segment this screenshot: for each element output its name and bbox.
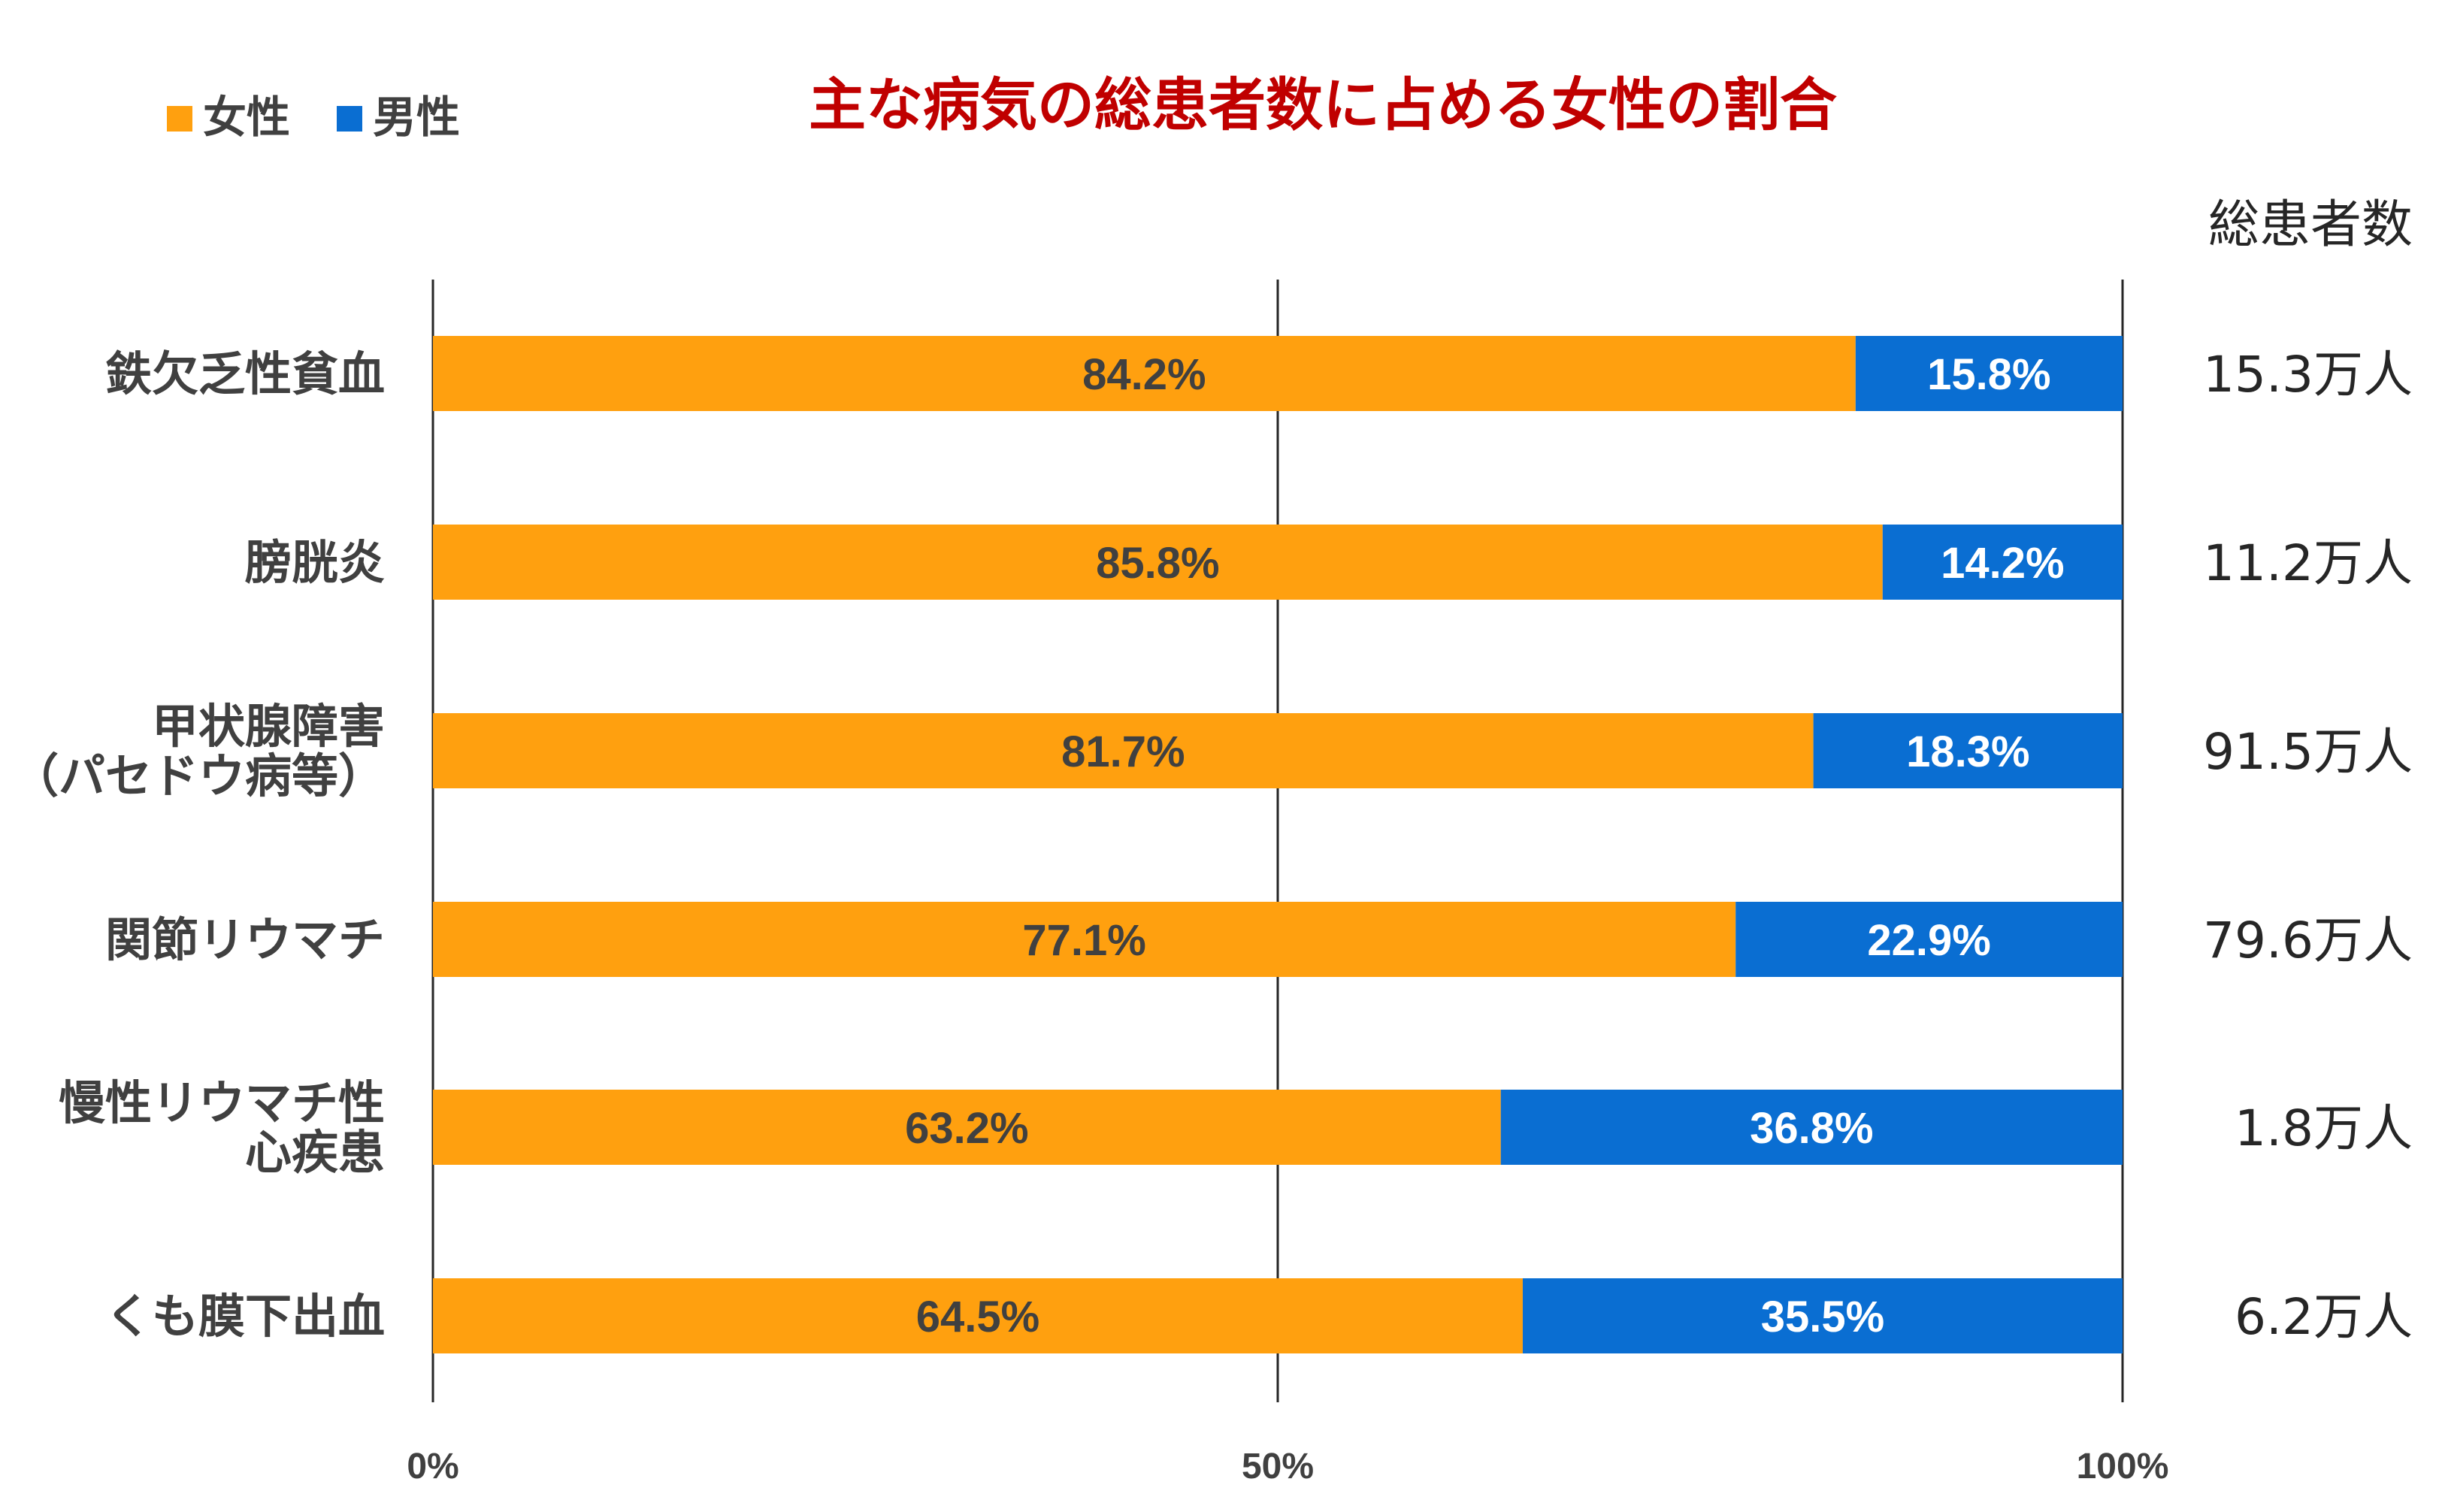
x-tick-label-1: 50% xyxy=(1242,1447,1314,1486)
data-label-male-4: 36.8% xyxy=(1750,1104,1873,1153)
x-tick-label-0: 0% xyxy=(407,1447,458,1486)
bar-female-1 xyxy=(433,525,1883,600)
category-label-3: 関節リウマチ xyxy=(105,912,385,967)
x-tick-label-2: 100% xyxy=(2077,1447,2169,1486)
total-label-2: 91.5万人 xyxy=(2203,723,2413,781)
bar-female-3 xyxy=(433,902,1736,977)
data-label-female-5: 64.5% xyxy=(916,1293,1039,1341)
bar-male-4 xyxy=(1500,1090,2123,1165)
bar-female-5 xyxy=(433,1278,1523,1353)
category-label-1: 膀胱炎 xyxy=(245,535,385,590)
gridlines xyxy=(431,280,2124,1402)
category-label-5: くも膜下出血 xyxy=(105,1289,385,1344)
bars: 84.2% 15.8% 85.8% 14.2% 81.7% 18.3% 77.1% 22.9%… xyxy=(433,336,2123,1353)
legend-swatch-female xyxy=(167,106,192,132)
data-label-female-4: 63.2% xyxy=(905,1104,1028,1153)
total-label-5: 6.2万人 xyxy=(2235,1288,2413,1346)
bar-male-5 xyxy=(1522,1278,2123,1353)
bar-male-2 xyxy=(1813,713,2123,788)
data-label-female-3: 77.1% xyxy=(1022,916,1145,965)
legend-label-male: 男性 xyxy=(373,92,460,143)
legend: 女性 男性 xyxy=(167,92,460,143)
total-label-0: 15.3万人 xyxy=(2203,346,2413,404)
total-label-1: 11.2万人 xyxy=(2203,534,2413,592)
data-label-female-2: 81.7% xyxy=(1061,727,1185,776)
data-label-female-1: 85.8% xyxy=(1096,539,1219,588)
data-label-male-5: 35.5% xyxy=(1761,1293,1884,1341)
chart-title: 主な病気の総患者数に占める女性の割合 xyxy=(809,71,1837,138)
bar-female-4 xyxy=(433,1090,1501,1165)
category-label-2-line-1: （パセドウ病等） xyxy=(12,748,385,803)
bar-male-3 xyxy=(1735,902,2123,977)
total-label-4: 1.8万人 xyxy=(2235,1099,2413,1157)
data-label-female-0: 84.2% xyxy=(1082,350,1206,399)
x-axis-ticks: 0% 50% 100% xyxy=(407,1447,2168,1486)
legend-label-female: 女性 xyxy=(203,92,290,143)
data-label-male-2: 18.3% xyxy=(1906,727,2029,776)
category-label-4-line-1: 心疾患 xyxy=(245,1125,385,1180)
bar-female-0 xyxy=(433,336,1856,411)
data-label-male-1: 14.2% xyxy=(1941,539,2064,588)
totals: 15.3万人 11.2万人 91.5万人 79.6万人 1.8万人 6.2万人 xyxy=(2203,346,2413,1346)
category-label-4-line-0: 慢性リウマチ性 xyxy=(59,1075,385,1130)
total-label-3: 79.6万人 xyxy=(2203,912,2413,969)
legend-swatch-male xyxy=(337,106,362,132)
bar-female-2 xyxy=(433,713,1814,788)
category-label-2-line-0: 甲状腺障害 xyxy=(152,699,385,754)
bar-male-0 xyxy=(1855,336,2123,411)
data-label-male-3: 22.9% xyxy=(1867,916,1990,965)
bar-male-1 xyxy=(1882,525,2123,600)
data-label-male-0: 15.8% xyxy=(1927,350,2050,399)
totals-header: 総患者数 xyxy=(2208,195,2413,255)
category-label-0: 鉄欠乏性貧血 xyxy=(105,346,385,401)
